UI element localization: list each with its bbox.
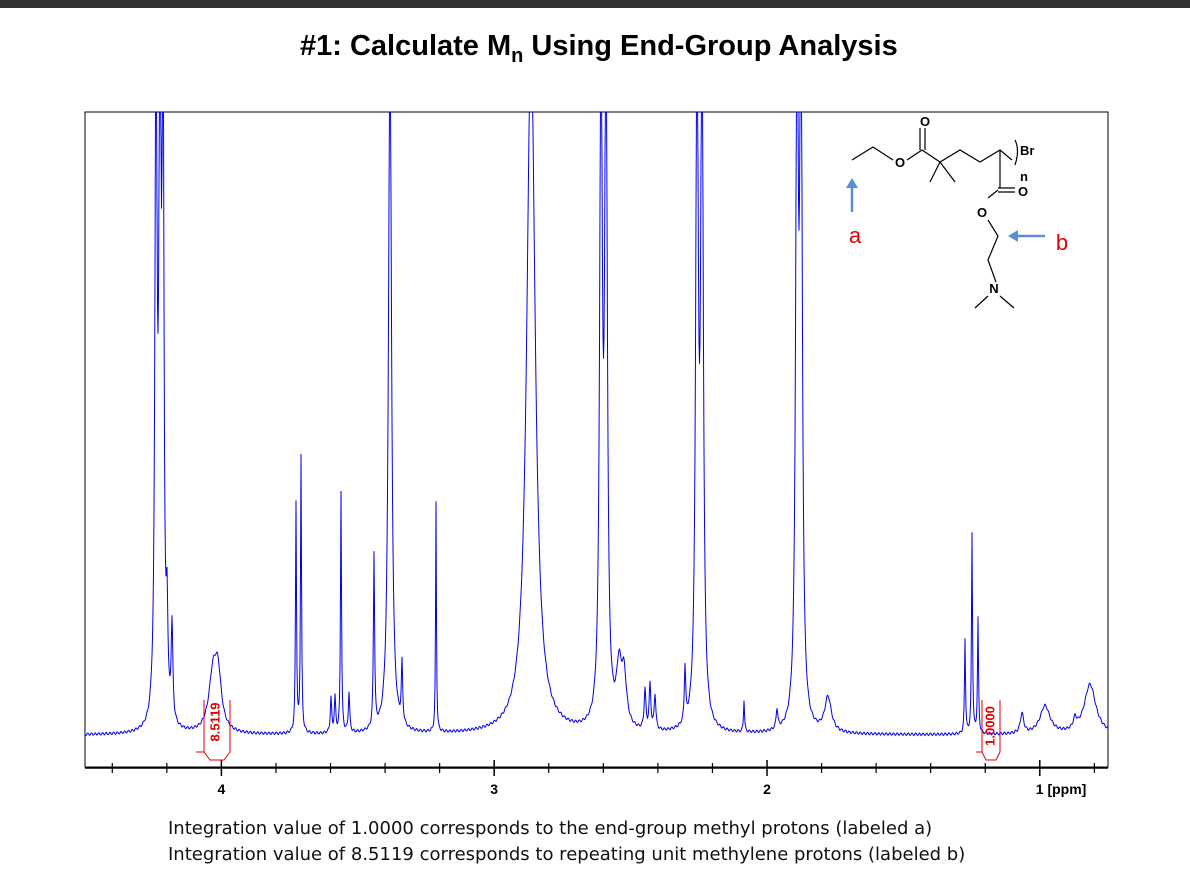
caption: Integration value of 1.0000 corresponds … bbox=[168, 818, 932, 839]
atom-label: O bbox=[895, 155, 905, 170]
x-tick-label: 4 bbox=[218, 781, 226, 797]
integral-bracket bbox=[196, 700, 231, 761]
atom-label: n bbox=[1020, 169, 1028, 184]
spectrum bbox=[84, 112, 1109, 737]
x-tick-label: 1 [ppm] bbox=[1036, 781, 1087, 797]
x-axis-ticks: 4 3 2 1 [ppm] bbox=[111, 760, 1095, 797]
plot-frame bbox=[84, 111, 1109, 768]
atom-label: O bbox=[1018, 184, 1028, 199]
arrows bbox=[846, 178, 1045, 242]
atom-label: Br bbox=[1020, 143, 1034, 158]
integral-bracket bbox=[976, 700, 1001, 761]
atom-label: O bbox=[977, 205, 987, 220]
x-tick-label: 2 bbox=[763, 781, 771, 797]
structure bbox=[851, 128, 1019, 309]
proton-label: a bbox=[849, 223, 862, 248]
atom-label: N bbox=[989, 281, 998, 296]
proton-label: b bbox=[1056, 230, 1068, 255]
title: #1: Calculate Mn Using End-Group Analysi… bbox=[300, 30, 898, 67]
atom-label: O bbox=[920, 114, 930, 129]
integral-label: 8.5119 bbox=[207, 702, 222, 741]
x-tick-label: 3 bbox=[490, 781, 498, 797]
caption: Integration value of 8.5119 corresponds … bbox=[168, 844, 965, 865]
top-bar bbox=[0, 0, 1190, 8]
integral-label: 1.0000 bbox=[982, 706, 997, 746]
